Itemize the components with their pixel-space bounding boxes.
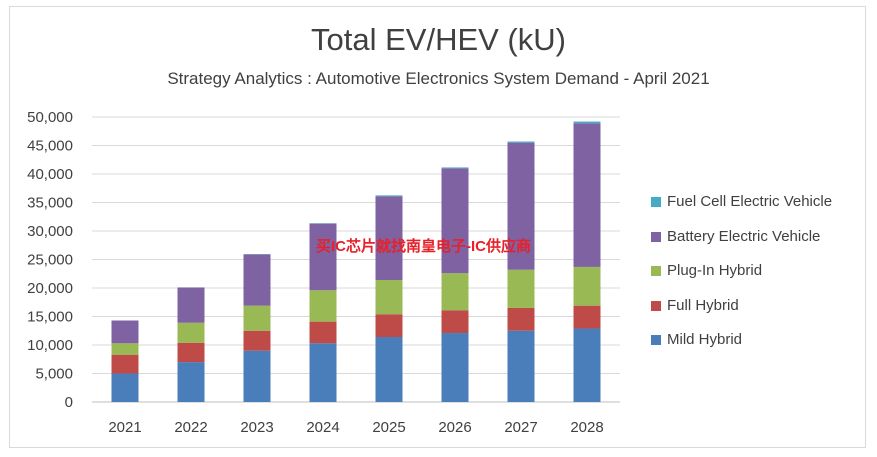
bar-segment — [507, 307, 535, 331]
x-tick-label: 2025 — [372, 419, 405, 436]
legend-swatch — [651, 197, 661, 207]
bar-segment — [375, 195, 403, 197]
legend-swatch — [651, 266, 661, 276]
bar-segment — [309, 290, 337, 322]
bar-segment — [573, 266, 601, 306]
bar-segment — [243, 330, 271, 351]
bar-segment — [441, 167, 469, 169]
bar-segment — [507, 269, 535, 308]
y-tick-label: 15,000 — [27, 309, 73, 326]
x-tick-label: 2024 — [306, 419, 339, 436]
bar-segment — [111, 354, 139, 374]
bar-segment — [441, 168, 469, 274]
bar-segment — [573, 123, 601, 267]
x-tick-label: 2028 — [570, 419, 603, 436]
y-tick-label: 20,000 — [27, 280, 73, 297]
chart-subtitle: Strategy Analytics : Automotive Electron… — [167, 69, 710, 88]
y-tick-label: 0 — [65, 394, 73, 411]
bar-segment — [441, 333, 469, 402]
bar-segment — [177, 362, 205, 402]
legend-swatch — [651, 300, 661, 311]
bar-segment — [573, 305, 601, 329]
bar-segment — [177, 287, 205, 323]
bar-segment — [243, 254, 271, 306]
bar-segment — [375, 280, 403, 315]
y-tick-label: 40,000 — [27, 166, 73, 183]
bar-segment — [111, 343, 139, 355]
bar-segment — [309, 223, 337, 291]
y-tick-label: 25,000 — [27, 252, 73, 269]
bar-segment — [243, 350, 271, 402]
y-tick-label: 50,000 — [27, 109, 73, 126]
bar-segment — [243, 305, 271, 331]
bar-segment — [573, 121, 601, 124]
x-tick-label: 2026 — [438, 419, 471, 436]
x-tick-label: 2022 — [174, 419, 207, 436]
bar-segment — [507, 330, 535, 402]
chart-title: Total EV/HEV (kU) — [311, 22, 566, 57]
x-tick-label: 2023 — [240, 419, 273, 436]
bar-segment — [309, 321, 337, 344]
legend-label: Mild Hybrid — [667, 331, 743, 348]
y-tick-label: 35,000 — [27, 195, 73, 212]
bar-segment — [177, 322, 205, 343]
bar-segment — [375, 196, 403, 281]
bar-segment — [177, 342, 205, 363]
bar-segment — [507, 141, 535, 143]
y-tick-label: 10,000 — [27, 337, 73, 354]
bar-segment — [309, 343, 337, 402]
y-tick-label: 45,000 — [27, 138, 73, 155]
bar-segment — [111, 320, 139, 344]
bar-segment — [111, 373, 139, 402]
legend-label: Plug-In Hybrid — [667, 262, 763, 279]
legend-label: Battery Electric Vehicle — [667, 227, 821, 245]
y-tick-label: 5,000 — [35, 366, 73, 383]
watermark-text: 买IC芯片就找南皇电子-IC供应商 — [316, 238, 531, 255]
legend-label: Fuel Cell Electric Vehicle — [667, 193, 833, 210]
bar-segment — [375, 337, 403, 402]
bar-segment — [573, 328, 601, 402]
bar-segment — [375, 314, 403, 338]
legend-label: Full Hybrid — [667, 296, 739, 314]
x-tick-label: 2021 — [108, 419, 141, 436]
bar-segment — [507, 142, 535, 270]
chart-frame — [9, 6, 866, 448]
bar-segment — [441, 273, 469, 311]
y-tick-label: 30,000 — [27, 223, 73, 240]
legend-swatch — [651, 335, 661, 345]
x-tick-label: 2027 — [504, 419, 537, 436]
bar-segment — [441, 310, 469, 334]
legend-swatch — [651, 231, 661, 242]
